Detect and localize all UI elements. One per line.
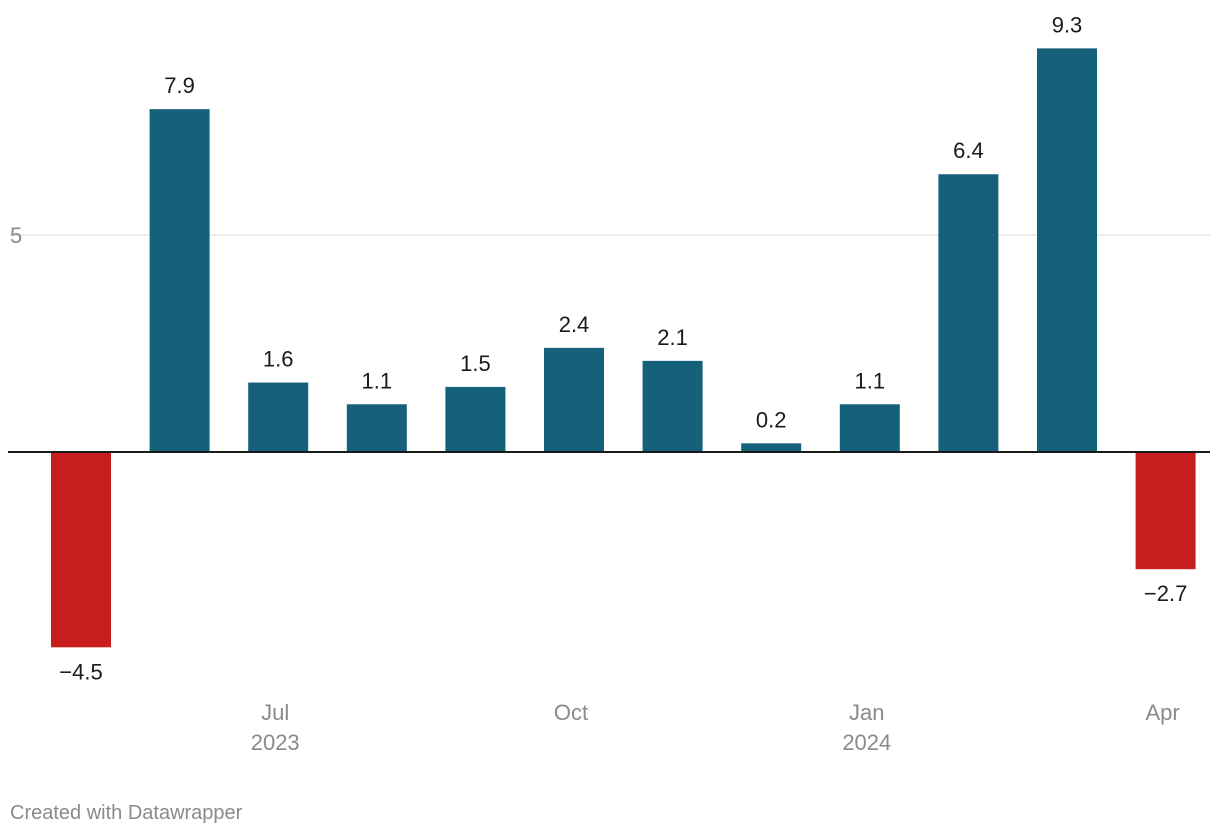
y-axis: 5 <box>10 223 22 248</box>
bar-feb-2024 <box>839 404 900 452</box>
data-label: 1.1 <box>362 368 393 393</box>
data-label: 1.5 <box>460 351 491 376</box>
data-label: 1.6 <box>263 347 294 372</box>
data-label: 6.4 <box>953 138 984 163</box>
x-tick-year: 2023 <box>251 730 300 755</box>
bar-jun-2023 <box>51 452 111 648</box>
bars <box>51 48 1196 648</box>
bar-jan-2024 <box>741 443 802 452</box>
x-tick-month: Apr <box>1145 700 1179 725</box>
data-label: −4.5 <box>59 659 102 684</box>
data-label: 9.3 <box>1052 12 1083 37</box>
bar-nov-2023 <box>544 347 604 452</box>
data-label: 2.1 <box>657 325 688 350</box>
data-label: 1.1 <box>855 368 886 393</box>
x-tick-month: Jan <box>849 700 884 725</box>
x-tick-month: Jul <box>261 700 289 725</box>
x-tick-year: 2024 <box>842 730 891 755</box>
x-tick-month: Oct <box>554 700 588 725</box>
bar-jul-2023 <box>149 109 210 452</box>
bar-oct-2023 <box>445 386 506 452</box>
bar-dec-2023 <box>642 360 703 452</box>
data-label: −2.7 <box>1144 581 1187 606</box>
bar-mar-2024 <box>938 174 999 453</box>
bar-aug-2023 <box>248 382 309 452</box>
footer-credit: Created with Datawrapper <box>10 802 243 824</box>
bar-apr-2024 <box>1037 48 1097 452</box>
data-label: 7.9 <box>164 73 195 98</box>
y-tick-label: 5 <box>10 223 22 248</box>
bar-may-2024 <box>1135 452 1196 570</box>
bar-chart: −4.5 7.9 1.6 1.1 1.5 2.4 2.1 0.2 1.1 6.4 9.3 −2.7 J… <box>8 12 1210 755</box>
bar-sep-2023 <box>346 404 407 452</box>
x-axis: Jul 2023 Oct Jan 2024 Apr <box>251 700 1180 755</box>
data-labels: −4.5 7.9 1.6 1.1 1.5 2.4 2.1 0.2 1.1 6.4 9.3 −2.7 <box>59 12 1187 684</box>
data-label: 2.4 <box>559 312 590 337</box>
data-label: 0.2 <box>756 407 787 432</box>
